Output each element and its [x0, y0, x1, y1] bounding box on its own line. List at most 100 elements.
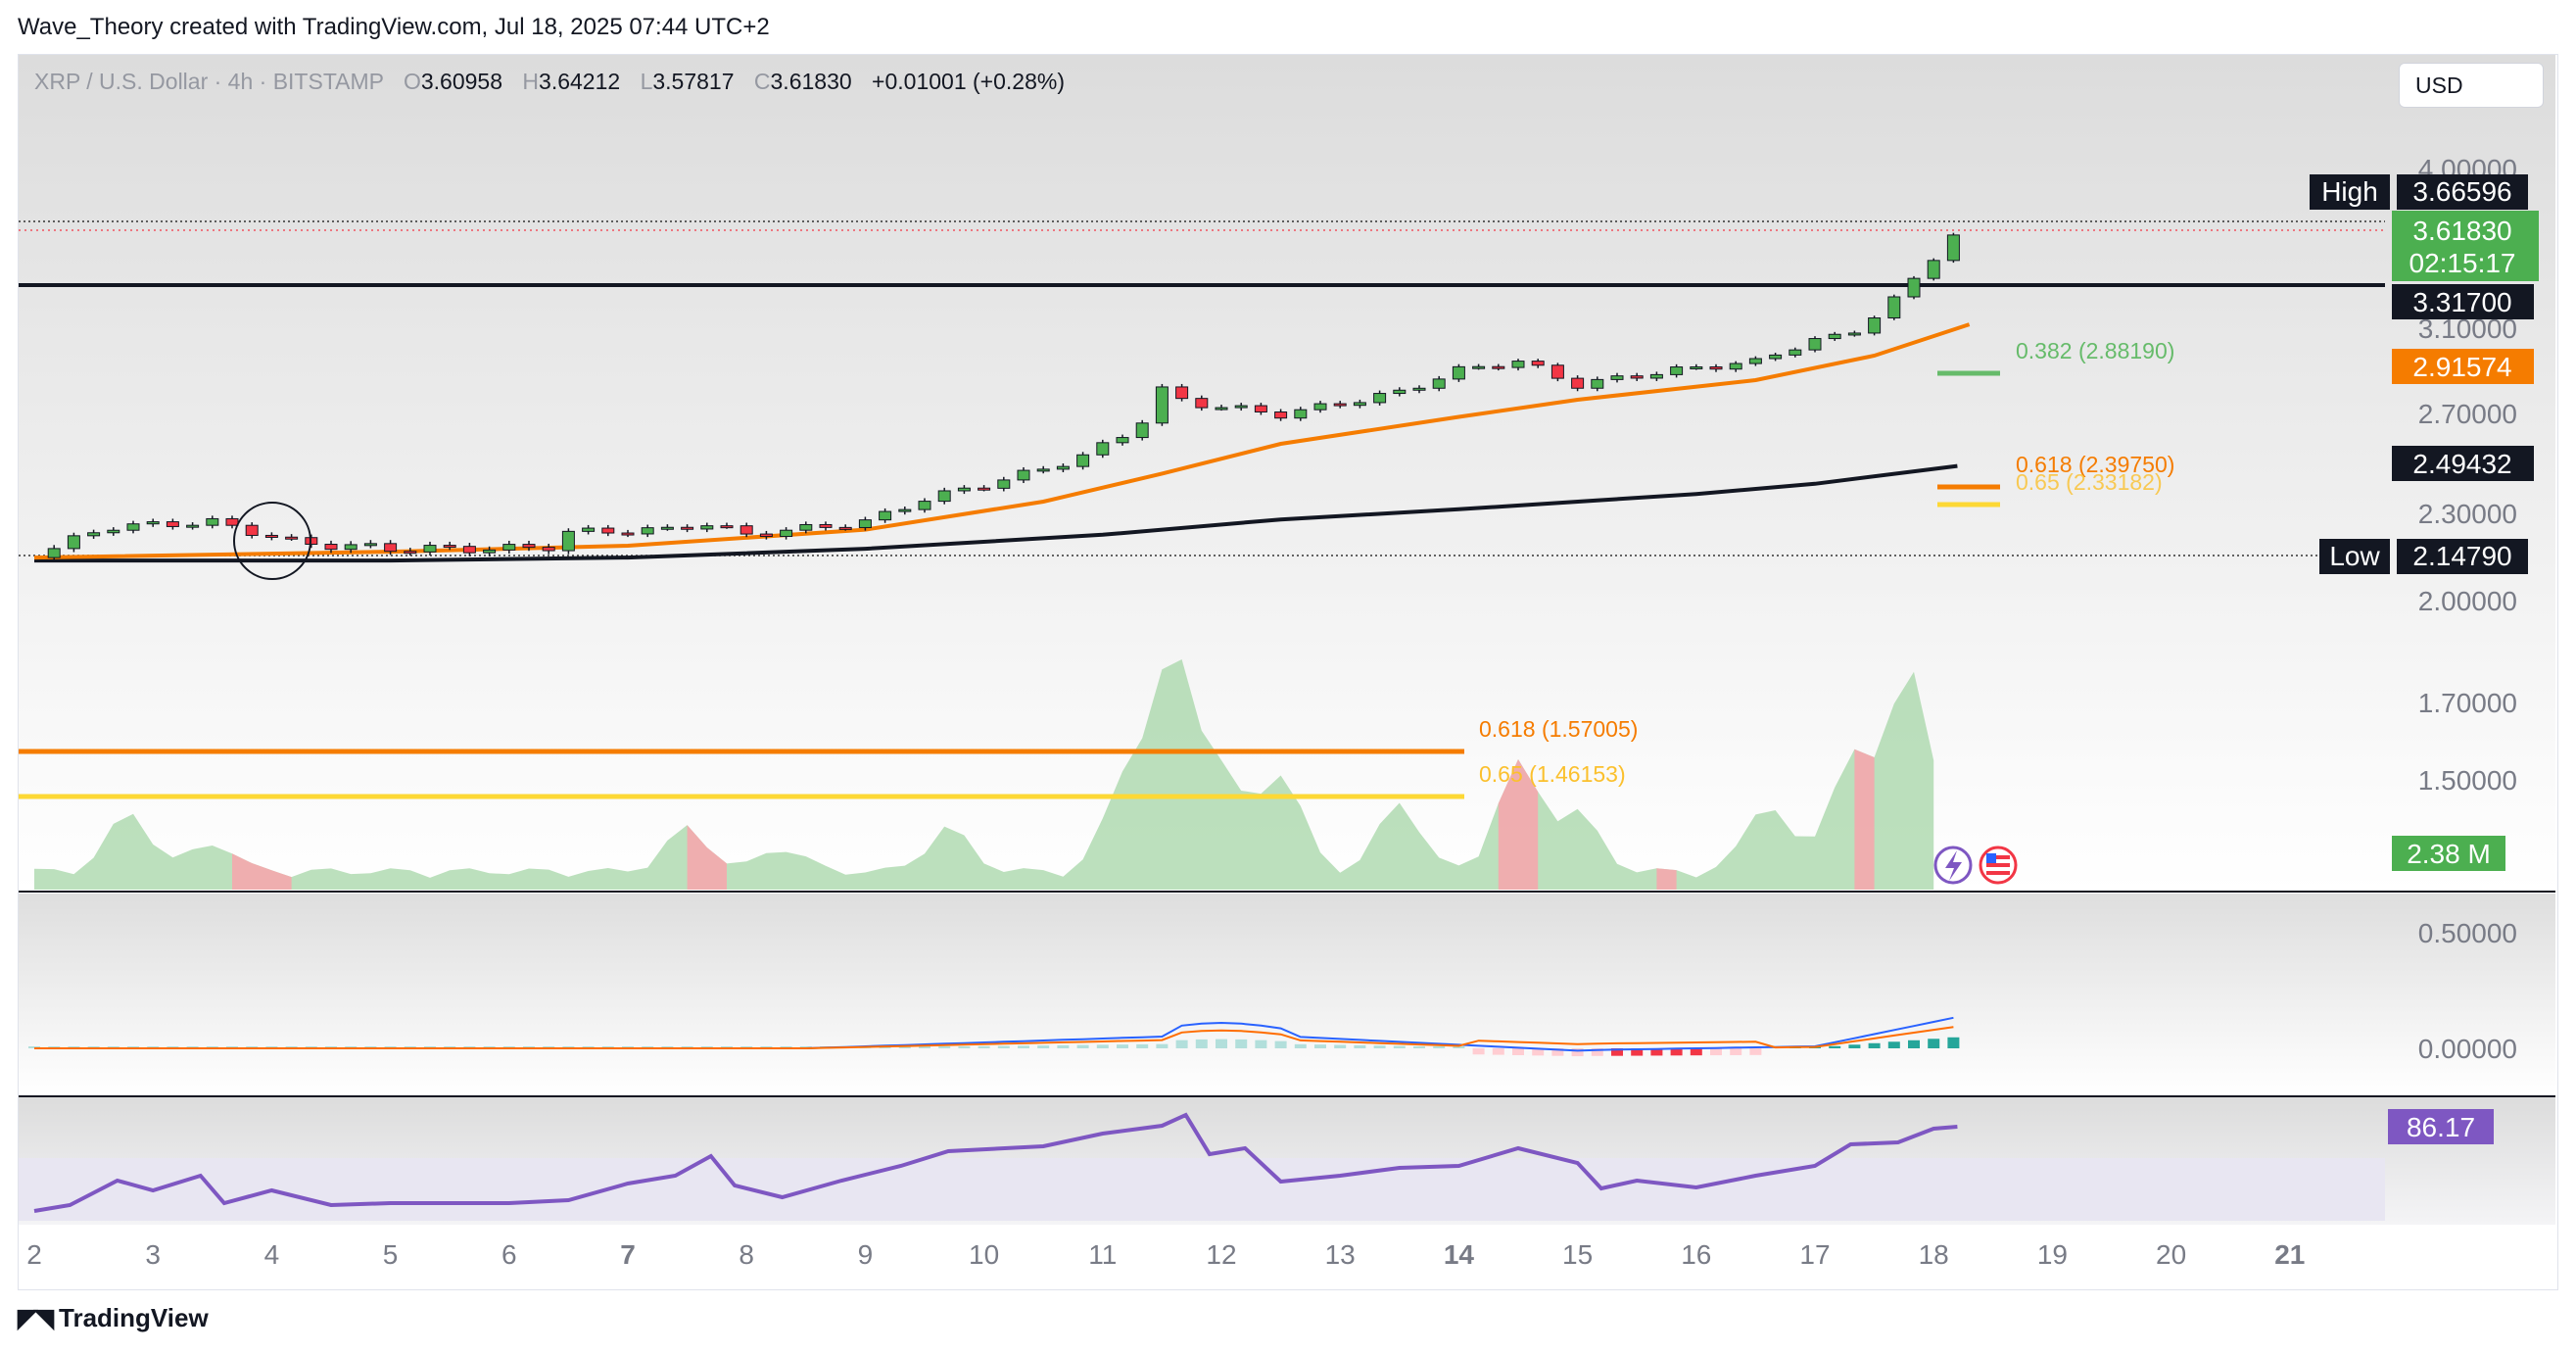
- time-tick-12: 12: [1206, 1239, 1236, 1270]
- candle-down: [404, 551, 417, 555]
- candle-down: [264, 534, 278, 538]
- candle-down: [978, 487, 991, 491]
- macd-bar: [1195, 1039, 1208, 1048]
- macd-bar: [1887, 1041, 1900, 1048]
- low-label: L: [640, 69, 653, 94]
- candle-up: [799, 523, 813, 531]
- low-value: 2.14790: [2412, 541, 2511, 571]
- macd-bar: [898, 1046, 911, 1048]
- candle-down: [838, 526, 852, 530]
- candle-up: [1294, 409, 1308, 419]
- candle-up: [1313, 403, 1327, 411]
- candle-down: [522, 544, 536, 549]
- macd-bar: [1908, 1040, 1920, 1048]
- time-tick-5: 5: [383, 1239, 399, 1270]
- candle-down: [1175, 386, 1189, 400]
- tradingview-logo[interactable]: ◤◥ TradingView: [18, 1303, 209, 1333]
- macd-bar: [1690, 1048, 1702, 1056]
- fib-382-label: 0.382 (2.88190): [2016, 338, 2174, 363]
- candle-down: [1709, 365, 1723, 370]
- candle-up: [1649, 373, 1663, 379]
- candle-up: [1155, 386, 1169, 424]
- event-icons[interactable]: [1933, 846, 2018, 885]
- time-axis[interactable]: 2 3 4 5 6 7 8 9 10 11 12 13 14 15 16 17 18 19 20 21: [26, 1239, 2305, 1270]
- macd-bar: [1294, 1043, 1307, 1048]
- candle-up: [1769, 354, 1783, 360]
- flag-canton-icon: [1986, 853, 1996, 863]
- high-value-box: [2397, 174, 2528, 210]
- time-tick-13: 13: [1325, 1239, 1356, 1270]
- macd-pane-bg: [19, 894, 2555, 1095]
- macd-bar: [1433, 1046, 1446, 1048]
- candle-up: [1017, 469, 1030, 481]
- macd-bar: [1136, 1043, 1149, 1048]
- symbol-name[interactable]: XRP / U.S. Dollar · 4h · BITSTAMP: [34, 69, 384, 94]
- chart-credit: Wave_Theory created with TradingView.com…: [18, 14, 770, 40]
- ema50-line[interactable]: [33, 322, 1971, 560]
- candle-up: [47, 548, 61, 558]
- tradingview-logo-icon: ◤◥: [18, 1303, 54, 1332]
- candle-up: [1472, 365, 1486, 369]
- macd-bar: [1749, 1048, 1762, 1055]
- macd-bar: [1117, 1044, 1128, 1048]
- circle-annotation[interactable]: [233, 502, 311, 580]
- time-tick-8: 8: [739, 1239, 754, 1270]
- candle-down: [739, 525, 753, 535]
- candle-up: [898, 508, 912, 512]
- candle-up: [107, 529, 120, 534]
- candle-up: [561, 530, 575, 552]
- candles[interactable]: [47, 232, 1960, 561]
- volume-area-down: [687, 825, 727, 890]
- macd-bar: [1571, 1048, 1584, 1057]
- macd-bar: [1492, 1048, 1504, 1055]
- ema50-value: 2.91574: [2412, 352, 2511, 382]
- macd-bar: [1453, 1046, 1465, 1048]
- time-tick-2: 2: [26, 1239, 42, 1270]
- candle-up: [1927, 260, 1940, 279]
- vol-fib-618-label: 0.618 (1.57005): [1479, 716, 1638, 742]
- lightning-icon: [1945, 850, 1962, 881]
- macd-bar: [1611, 1048, 1623, 1056]
- candle-down: [601, 527, 615, 534]
- time-tick-3: 3: [145, 1239, 161, 1270]
- candle-up: [363, 543, 377, 547]
- candle-down: [1550, 364, 1564, 379]
- candle-up: [1393, 389, 1407, 395]
- candle-up: [1234, 405, 1248, 409]
- candle-down: [1492, 365, 1505, 369]
- close-value: 3.61830: [770, 69, 852, 94]
- candle-down: [443, 545, 456, 549]
- candle-up: [502, 544, 516, 551]
- time-tick-10: 10: [969, 1239, 999, 1270]
- macd-bar: [1512, 1048, 1524, 1055]
- symbol-legend[interactable]: XRP / U.S. Dollar · 4h · BITSTAMP O3.609…: [34, 69, 1065, 95]
- candle-up: [1412, 387, 1426, 391]
- macd-bar: [1076, 1044, 1089, 1048]
- macd-bar: [1730, 1048, 1742, 1055]
- macd-bar: [1354, 1044, 1366, 1048]
- currency-button[interactable]: USD: [2399, 63, 2544, 108]
- macd-bar: [1928, 1039, 1940, 1048]
- candle-up: [1116, 437, 1129, 444]
- candle-up: [423, 545, 437, 553]
- macd-bar: [1413, 1045, 1425, 1048]
- macd-bar: [1057, 1044, 1070, 1048]
- candle-down: [245, 524, 259, 536]
- current-price-box: [2392, 211, 2539, 281]
- ema200-line[interactable]: [34, 463, 1958, 563]
- candle-up: [1036, 468, 1050, 472]
- candle-down: [1571, 377, 1585, 389]
- resistance-value-box: [2392, 284, 2534, 319]
- high-value: 3.66596: [2412, 176, 2511, 207]
- time-tick-6: 6: [501, 1239, 517, 1270]
- candle-up: [1215, 407, 1228, 411]
- time-tick-11: 11: [1088, 1239, 1117, 1270]
- macd-bar: [1274, 1040, 1287, 1048]
- macd-bar: [1650, 1048, 1663, 1056]
- candle-up: [582, 527, 596, 532]
- vol-tick-15: 1.50000: [2418, 765, 2517, 796]
- macd-bar: [1096, 1044, 1109, 1048]
- candle-down: [225, 517, 239, 526]
- macd-bar: [1710, 1048, 1722, 1056]
